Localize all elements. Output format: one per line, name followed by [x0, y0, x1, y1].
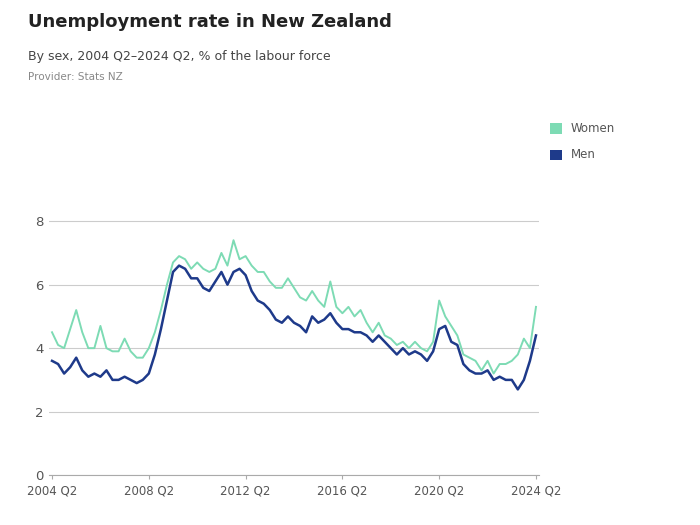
Text: figure.nz: figure.nz	[583, 24, 664, 40]
Text: Women: Women	[570, 122, 615, 135]
Text: Men: Men	[570, 149, 596, 161]
Text: Provider: Stats NZ: Provider: Stats NZ	[28, 72, 122, 82]
Text: Unemployment rate in New Zealand: Unemployment rate in New Zealand	[28, 13, 392, 31]
Text: By sex, 2004 Q2–2024 Q2, % of the labour force: By sex, 2004 Q2–2024 Q2, % of the labour…	[28, 50, 330, 63]
